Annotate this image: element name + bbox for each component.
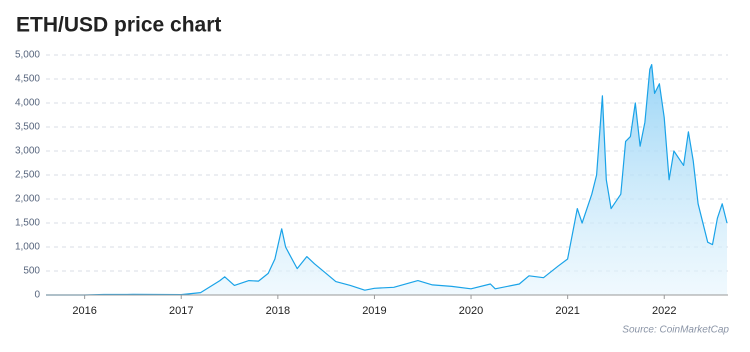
y-tick-label: 3,500 — [15, 122, 40, 133]
y-tick-label: 500 — [23, 266, 40, 277]
y-tick-label: 0 — [34, 290, 40, 301]
y-tick-label: 5,000 — [15, 50, 40, 61]
price-line — [46, 63, 728, 296]
x-tick-label: 2020 — [459, 305, 483, 317]
x-tick-label: 2021 — [555, 305, 579, 317]
y-tick-label: 1,000 — [15, 242, 40, 253]
y-tick-label: 1,500 — [15, 218, 40, 229]
x-tick-label: 2019 — [362, 305, 386, 317]
y-tick-label: 3,000 — [15, 146, 40, 157]
x-tick-label: 2022 — [652, 305, 676, 317]
area — [46, 64, 728, 295]
y-tick-label: 2,500 — [15, 170, 40, 181]
source: Source: CoinMarketCap — [622, 325, 729, 336]
y-tick-label: 2,000 — [15, 194, 40, 205]
x-tick-label: 2018 — [266, 305, 290, 317]
y-tick-label: 4,000 — [15, 98, 40, 109]
y-tick-label: 4,500 — [15, 74, 40, 85]
x-tick-label: 2016 — [72, 305, 96, 317]
chart-title: ETH/USD price chart — [16, 14, 221, 37]
x-tick-label: 2017 — [169, 305, 193, 317]
